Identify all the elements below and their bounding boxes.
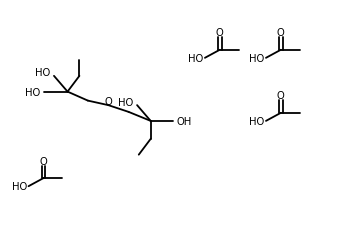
Text: HO: HO [249, 54, 264, 64]
Text: O: O [277, 28, 285, 38]
Text: O: O [277, 91, 285, 101]
Text: HO: HO [35, 67, 50, 77]
Text: HO: HO [118, 97, 134, 107]
Text: O: O [104, 97, 112, 107]
Text: O: O [39, 156, 47, 166]
Text: O: O [216, 28, 224, 38]
Text: HO: HO [12, 181, 27, 191]
Text: OH: OH [176, 116, 191, 126]
Text: HO: HO [249, 116, 264, 126]
Text: HO: HO [188, 54, 203, 64]
Text: HO: HO [25, 87, 40, 97]
